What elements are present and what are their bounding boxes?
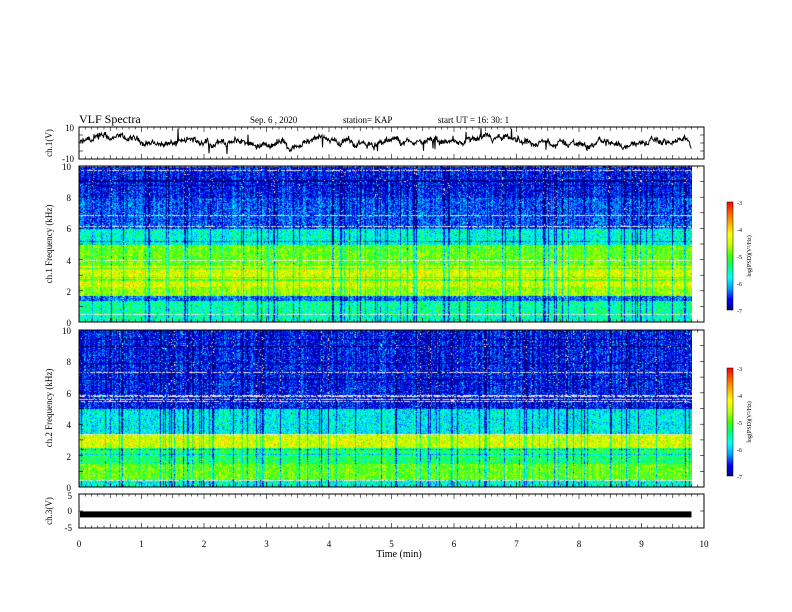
time-tick-label: 8	[577, 539, 582, 549]
ch3-ylabel: ch.3(V)	[44, 497, 54, 525]
time-tick-label: 6	[452, 539, 457, 549]
colorbar-ch1-tick-m7: -7	[737, 309, 742, 315]
panel-ch1-spectrogram: 0 2 4 6 8 10 ch.1 Frequency (kHz)	[44, 162, 705, 328]
colorbar-ch1-tick-m4: -4	[737, 228, 742, 234]
ch1-freq-tick-0: 0	[67, 318, 72, 328]
colorbar-ch2-gradient	[726, 367, 734, 477]
time-tick-label: 1	[139, 539, 144, 549]
ch1-freq-tick-10: 10	[62, 162, 72, 172]
colorbar-ch2: -3 -4 -5 -6 -7 log(PSD)(V²/Hz)	[726, 367, 753, 481]
colorbar-ch2-tick-m5: -5	[737, 421, 742, 427]
time-tick-label: 4	[327, 539, 332, 549]
time-tick-label: 3	[264, 539, 269, 549]
ch2-freq-tick-6: 6	[67, 389, 72, 399]
ch1-ytick-bottom: -10	[62, 154, 74, 164]
ch2-freq-tick-10: 10	[62, 326, 72, 336]
start-time-label: start UT = 16: 30: 1	[438, 115, 509, 125]
ch1-spectrogram-image	[79, 166, 692, 322]
ch2-freq-tick-0: 0	[67, 483, 72, 493]
ch3-waveform-trace	[80, 511, 692, 518]
ch2-freq-tick-4: 4	[67, 420, 72, 430]
ch3-ytick-5: 5	[68, 491, 73, 501]
colorbar-ch1-tick-m6: -6	[737, 282, 742, 288]
colorbar-ch1: -3 -4 -5 -6 -7 log(PSD)(V²/Hz)	[726, 201, 753, 315]
time-axis-tick-labels: 0 1 2 3 4 5 6 7 8 9 10	[77, 539, 709, 549]
time-tick-label: 7	[514, 539, 519, 549]
ch1-freq-tick-6: 6	[67, 224, 72, 234]
ch1-waveform-ylabel: ch.1(V)	[44, 129, 54, 157]
ch2-freq-tick-2: 2	[67, 452, 72, 462]
colorbar-ch2-tick-m3: -3	[737, 367, 742, 373]
ch2-freq-ylabel: ch.2 Frequency (kHz)	[44, 369, 54, 448]
figure-title: VLF Spectra	[79, 112, 141, 126]
time-tick-label: 5	[389, 539, 394, 549]
colorbar-ch2-tick-m7: -7	[737, 475, 742, 481]
colorbar-ch1-label: log(PSD)(V²/Hz)	[746, 235, 753, 276]
time-axis-label: Time (min)	[376, 549, 421, 560]
ch1-freq-tick-4: 4	[67, 256, 72, 266]
ch1-freq-ylabel: ch.1 Frequency (kHz)	[44, 205, 54, 284]
ch3-ytick-m5: -5	[65, 523, 73, 533]
date-label: Sep. 6 , 2020	[250, 115, 298, 125]
ch2-spectrogram-image	[79, 330, 692, 487]
panel-ch3-waveform: 5 0 -5 ch.3(V)	[44, 491, 705, 533]
colorbar-ch2-tick-m4: -4	[737, 394, 742, 400]
ch1-waveform-trace	[79, 128, 692, 155]
colorbar-ch2-tick-m6: -6	[737, 448, 742, 454]
panel-ch1-waveform: 10 -10 ch.1(V)	[44, 123, 705, 164]
ch1-freq-tick-8: 8	[67, 193, 72, 203]
ch1-freq-tick-2: 2	[67, 287, 72, 297]
colorbar-ch1-tick-m3: -3	[737, 201, 742, 207]
colorbar-ch1-tick-m5: -5	[737, 255, 742, 261]
ch2-freq-tick-8: 8	[67, 357, 72, 367]
time-tick-label: 9	[639, 539, 644, 549]
colorbar-ch2-label: log(PSD)(V²/Hz)	[746, 401, 753, 442]
station-label: station= KAP	[343, 115, 392, 125]
time-tick-label: 2	[202, 539, 207, 549]
time-tick-label: 0	[77, 539, 82, 549]
ch3-waveform-frame	[78, 493, 705, 529]
colorbar-ch1-gradient	[726, 201, 734, 311]
ch1-ytick-top: 10	[65, 123, 75, 133]
time-tick-label: 10	[700, 539, 710, 549]
ch3-ytick-0: 0	[68, 506, 73, 516]
panel-ch2-spectrogram: 0 2 4 6 8 10 ch.2 Frequency (kHz)	[44, 326, 705, 493]
